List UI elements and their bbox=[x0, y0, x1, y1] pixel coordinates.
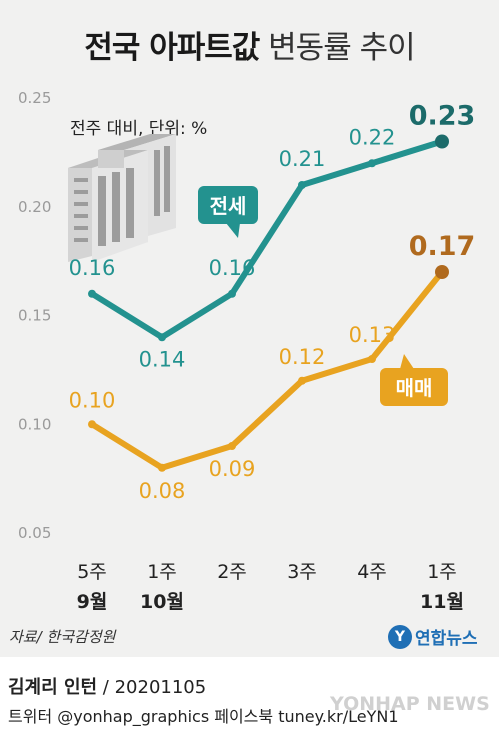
legend-label-maemae: 매매 bbox=[396, 376, 433, 400]
maemae-callout-tail bbox=[400, 354, 414, 369]
series-line-maemae bbox=[89, 269, 445, 471]
author-name: 김계리 인턴 bbox=[8, 677, 98, 698]
legend-label-jeonse: 전세 bbox=[210, 194, 247, 218]
y-tick-label: 0.05 bbox=[18, 524, 51, 542]
series-lines bbox=[88, 134, 449, 472]
data-labels: 0.16 0.14 0.16 0.21 0.22 0.23 0.10 0.08 0.09 0.12… bbox=[69, 101, 476, 503]
yonhap-logo-icon: Y bbox=[388, 624, 412, 649]
x-category-week: 4주 bbox=[357, 561, 387, 583]
data-point bbox=[88, 420, 96, 429]
x-category-week: 1주 bbox=[427, 561, 457, 583]
y-tick-label: 0.15 bbox=[18, 307, 51, 325]
title-bold: 전국 아파트값 bbox=[84, 30, 260, 66]
data-label: 0.21 bbox=[279, 147, 326, 171]
data-label: 0.16 bbox=[69, 256, 116, 280]
x-category-week: 2주 bbox=[217, 561, 247, 583]
data-label: 0.16 bbox=[209, 256, 256, 280]
data-point bbox=[435, 134, 449, 149]
title-light: 변동률 추이 bbox=[268, 30, 415, 66]
x-axis-categories: 5주 9월 1주 10월 2주 3주 4주 1주 11월 bbox=[77, 561, 464, 613]
chart-title: 전국 아파트값 변동률 추이 bbox=[0, 22, 499, 67]
chart-card bbox=[0, 0, 499, 657]
yonhap-logo-text: 연합뉴스 bbox=[415, 629, 478, 649]
data-point bbox=[228, 289, 236, 298]
data-label: 0.13 bbox=[349, 323, 396, 347]
jeonse-callout-tail bbox=[226, 223, 240, 238]
data-label: 0.17 bbox=[409, 231, 476, 262]
data-point bbox=[435, 265, 449, 279]
data-label: 0.14 bbox=[139, 347, 186, 371]
x-category-week: 1주 bbox=[147, 561, 177, 583]
y-tick-label: 0.25 bbox=[18, 89, 51, 107]
footer-social: 트위터 @yonhap_graphics 페이스북 tuney.kr/LeYN1 bbox=[8, 707, 399, 726]
data-point bbox=[158, 333, 166, 342]
data-point bbox=[158, 463, 166, 472]
footer-author: 김계리 인턴 / 20201105 bbox=[8, 673, 206, 699]
yonhap-logo: Y 연합뉴스 bbox=[388, 624, 478, 649]
data-point bbox=[368, 355, 376, 363]
author-date: / 20201105 bbox=[97, 677, 207, 698]
source-note: 자료/ 한국감정원 bbox=[9, 628, 116, 646]
data-label: 0.12 bbox=[279, 345, 326, 369]
x-category-month: 9월 bbox=[77, 591, 108, 613]
maemae-callout-bubble bbox=[380, 368, 448, 406]
y-tick-label: 0.10 bbox=[18, 415, 51, 433]
y-tick-label: 0.20 bbox=[18, 198, 51, 216]
data-label: 0.10 bbox=[69, 388, 116, 412]
data-point bbox=[368, 159, 376, 168]
x-category-week: 3주 bbox=[287, 561, 317, 583]
jeonse-callout-bubble bbox=[198, 186, 258, 224]
x-category-week: 5주 bbox=[77, 561, 107, 583]
series-line-jeonse bbox=[89, 138, 445, 341]
x-category-month: 11월 bbox=[420, 591, 464, 613]
data-point bbox=[298, 376, 306, 385]
watermark: YONHAP NEWS bbox=[330, 693, 490, 715]
y-axis: 0.05 0.10 0.15 0.20 0.25 bbox=[18, 89, 51, 542]
data-label: 0.09 bbox=[209, 457, 256, 481]
data-point bbox=[88, 289, 96, 298]
data-label: 0.23 bbox=[409, 101, 476, 132]
data-point bbox=[298, 181, 306, 189]
data-label: 0.22 bbox=[349, 125, 396, 149]
data-point bbox=[228, 442, 236, 450]
apartment-building-icon bbox=[68, 134, 176, 262]
data-label: 0.08 bbox=[139, 479, 186, 503]
x-category-month: 10월 bbox=[140, 591, 184, 613]
